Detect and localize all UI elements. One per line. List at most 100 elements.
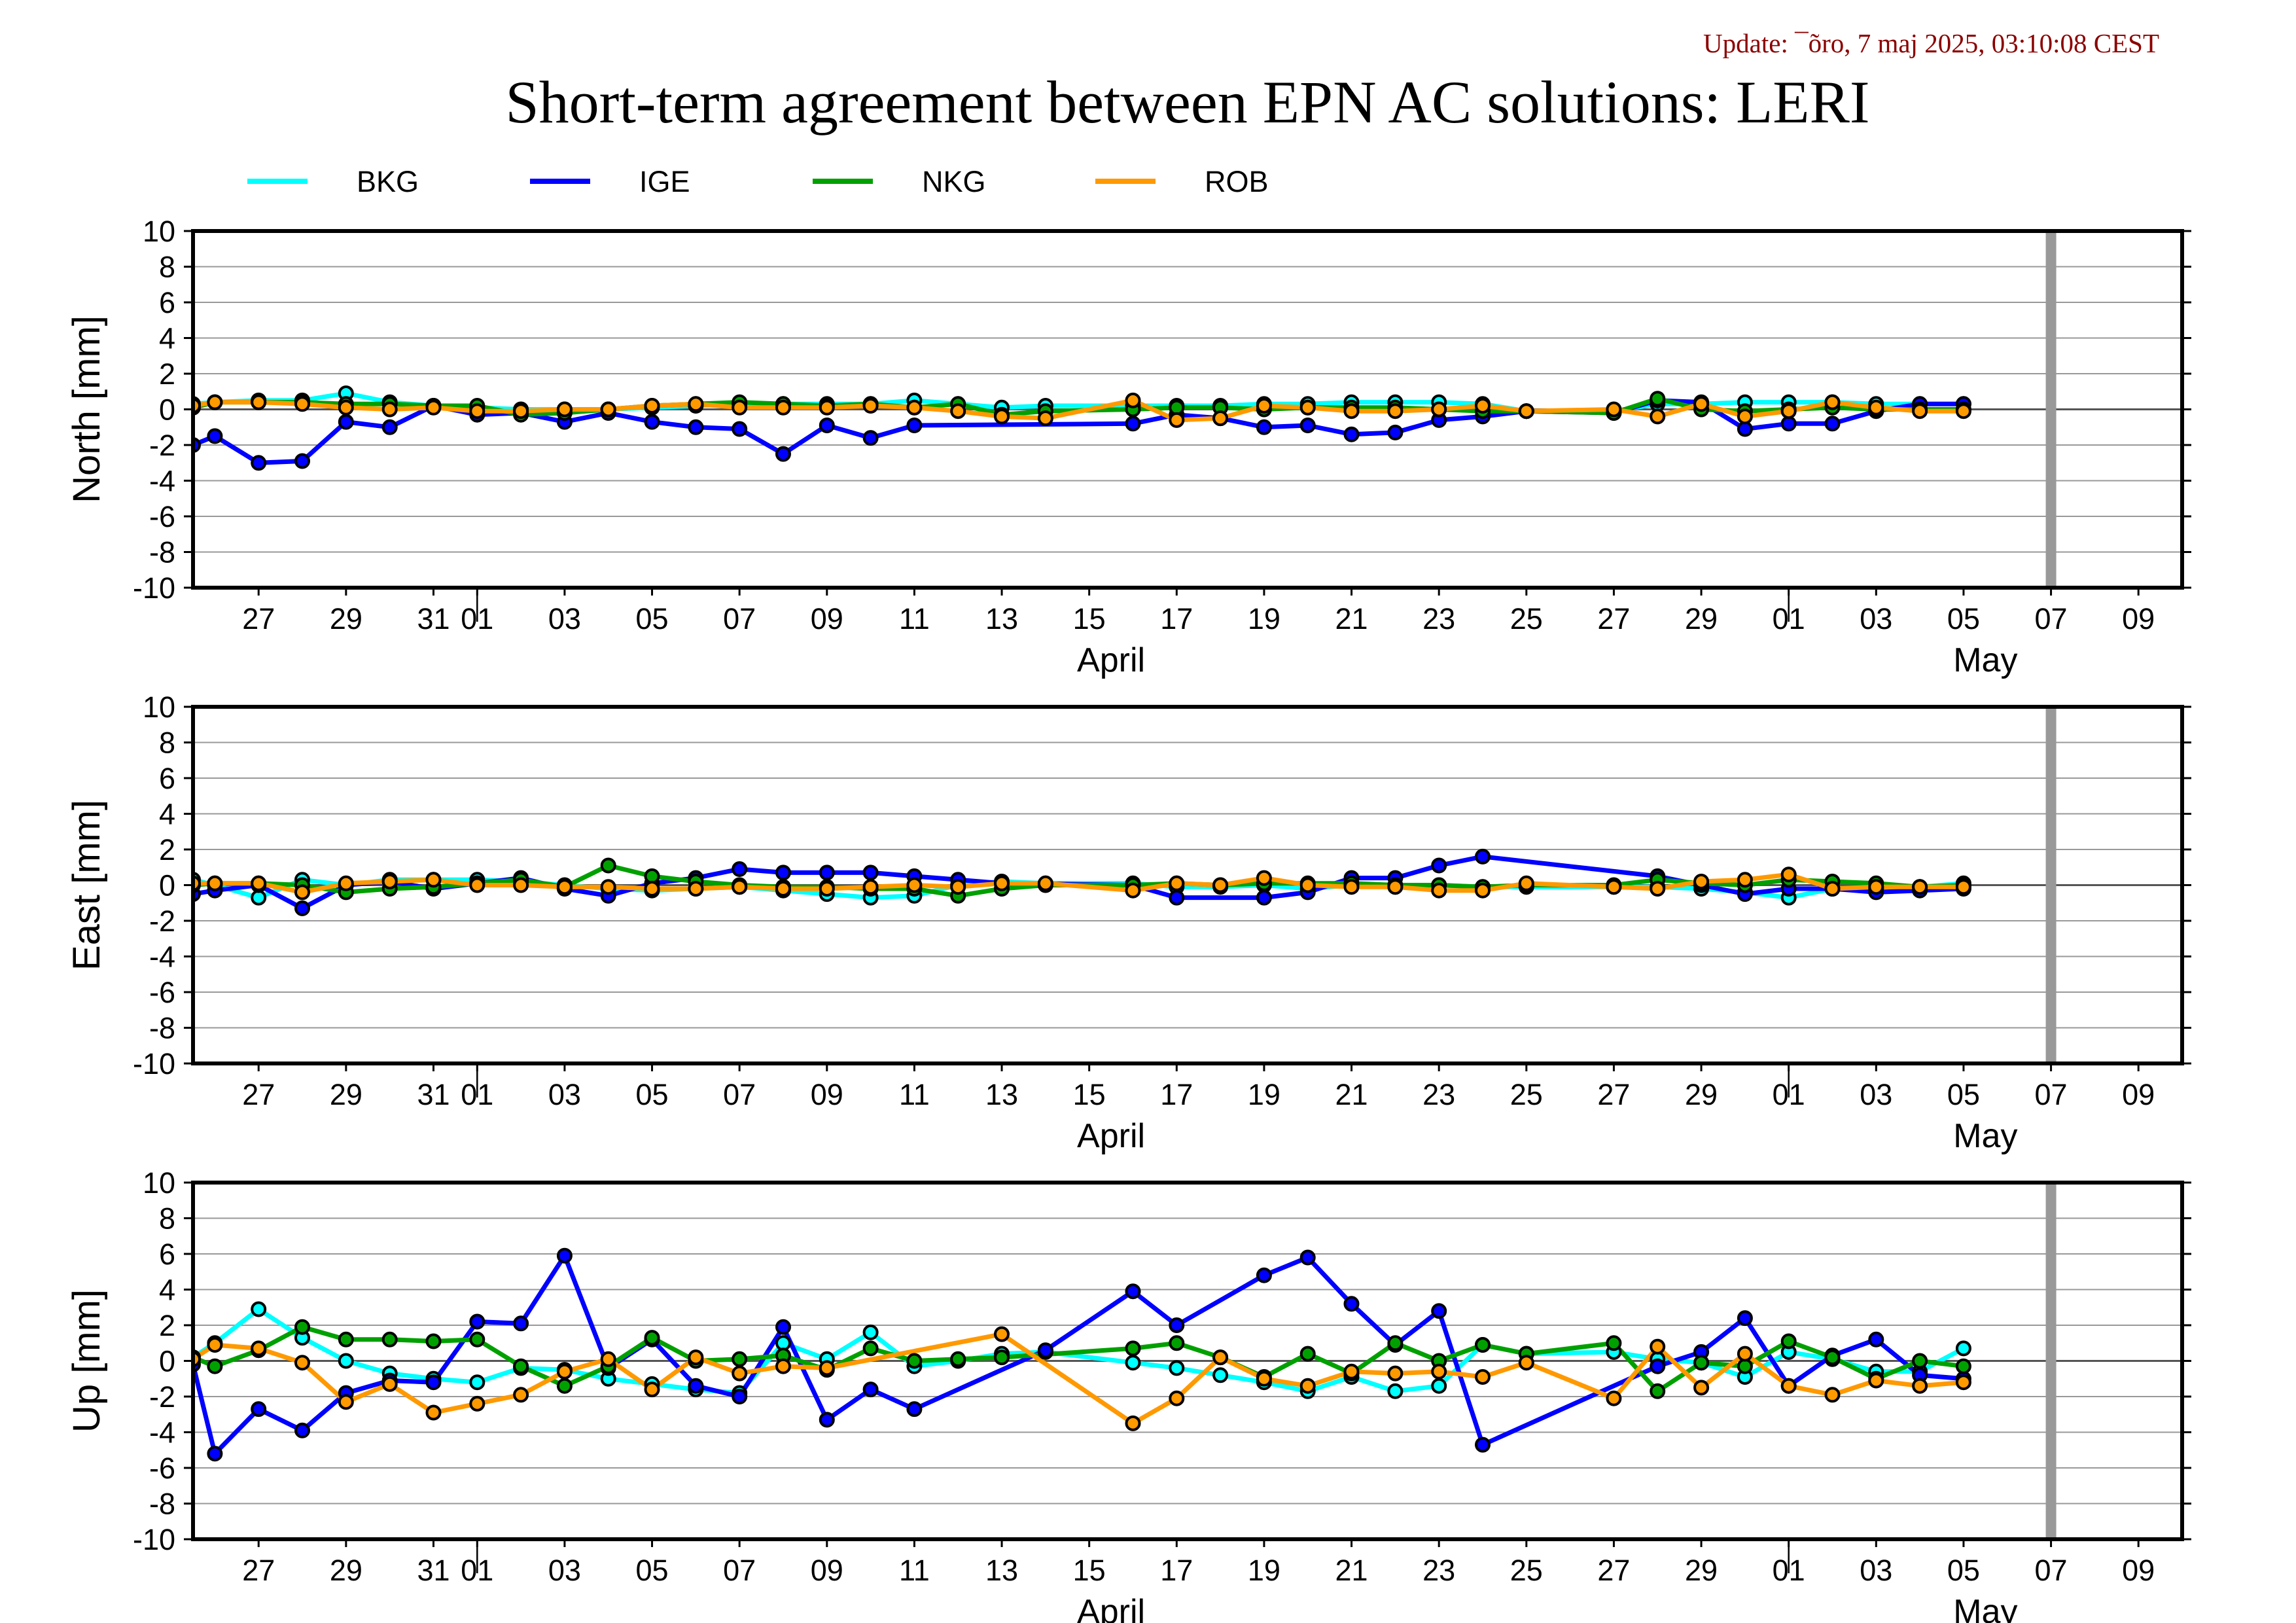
data-point-rob [513, 403, 529, 419]
data-point-ige [732, 861, 748, 877]
data-point-rob [644, 398, 660, 414]
y-tick-label: 10 [143, 1166, 175, 1200]
x-tick-label: 25 [1510, 1078, 1543, 1111]
data-point-rob [1693, 1380, 1710, 1396]
data-point-rob [906, 877, 923, 893]
data-point-rob [1868, 879, 1884, 895]
chart-title: Short-term agreement between EPN AC solu… [506, 69, 1870, 135]
data-point-rob [513, 877, 529, 893]
data-point-nkg [906, 1353, 923, 1369]
data-point-ige [862, 1382, 879, 1398]
month-label: May [1953, 641, 2017, 679]
month-label: April [1077, 641, 1145, 679]
x-tick-label: 05 [636, 1078, 669, 1111]
data-point-ige [644, 414, 660, 430]
data-point-nkg [1737, 1358, 1753, 1374]
x-tick-label: 27 [1597, 1554, 1630, 1587]
data-point-rob [469, 1395, 486, 1412]
y-tick-label: 2 [159, 1309, 175, 1342]
data-point-ige [1343, 1296, 1360, 1312]
today-marker [2045, 231, 2057, 588]
x-tick-label: 25 [1510, 1554, 1543, 1587]
data-point-nkg [469, 1331, 486, 1347]
data-point-rob [1037, 410, 1053, 427]
legend: BKG IGE NKG ROB [247, 165, 1269, 198]
x-tick-label: 09 [2122, 1078, 2155, 1111]
legend-label-rob: ROB [1205, 165, 1269, 198]
data-point-rob [775, 399, 791, 416]
month-label: May [1953, 1593, 2017, 1623]
data-point-ige [775, 865, 791, 881]
y-tick-label: 4 [159, 322, 175, 355]
data-point-ige [775, 446, 791, 462]
y-tick-label: -8 [149, 1012, 175, 1045]
data-point-nkg [644, 868, 660, 884]
data-point-rob [1912, 879, 1928, 895]
data-point-rob [644, 881, 660, 897]
data-point-rob [251, 394, 267, 410]
x-tick-label: 27 [242, 1078, 275, 1111]
data-point-rob [775, 881, 791, 897]
y-tick-label: -8 [149, 1488, 175, 1521]
x-tick-label: 29 [330, 1078, 362, 1111]
data-point-ige [1387, 424, 1404, 440]
data-point-ige [1737, 421, 1753, 437]
data-point-ige [207, 1446, 223, 1462]
data-point-rob [556, 879, 573, 895]
x-tick-label: 21 [1335, 602, 1368, 635]
x-tick-label: 13 [985, 1554, 1018, 1587]
y-tick-label: 8 [159, 726, 175, 760]
data-point-nkg [1650, 1383, 1666, 1399]
x-tick-label: 09 [2122, 602, 2155, 635]
data-point-ige [688, 419, 704, 435]
x-tick-label: 27 [242, 1554, 275, 1587]
y-tick-label: -6 [149, 976, 175, 1009]
x-tick-label: 09 [811, 602, 843, 635]
x-tick-label: 27 [1597, 602, 1630, 635]
data-point-bkg [1212, 1367, 1229, 1383]
data-point-nkg [1475, 1337, 1491, 1353]
data-point-bkg [1387, 1383, 1404, 1399]
data-point-rob [1125, 882, 1141, 899]
data-point-ige [1475, 1436, 1491, 1453]
y-tick-label: 0 [159, 1345, 175, 1378]
data-point-rob [1780, 1378, 1797, 1394]
data-point-rob [1606, 1390, 1622, 1406]
x-tick-label: 27 [242, 602, 275, 635]
data-point-ige [1169, 1317, 1185, 1333]
data-point-rob [688, 881, 704, 897]
y-tick-label: 0 [159, 393, 175, 427]
data-point-rob [819, 1360, 835, 1376]
data-point-nkg [425, 1333, 442, 1349]
y-axis-label: North [mm] [65, 315, 108, 503]
y-tick-label: -4 [149, 465, 175, 498]
x-tick-label: 03 [1860, 602, 1892, 635]
series-line-nkg [193, 396, 1964, 418]
data-point-ige [1824, 416, 1841, 432]
data-point-rob [425, 399, 442, 416]
data-point-rob [207, 875, 223, 891]
x-tick-label: 29 [1685, 1078, 1718, 1111]
y-tick-label: -10 [133, 571, 175, 605]
data-point-rob [775, 1358, 791, 1374]
data-point-rob [1824, 394, 1841, 410]
y-axis-label: East [mm] [65, 800, 108, 971]
x-tick-label: 29 [1685, 1554, 1718, 1587]
data-point-ige [1780, 416, 1797, 432]
x-tick-label: 29 [330, 1554, 362, 1587]
data-point-nkg [950, 1351, 966, 1367]
data-point-rob [1299, 399, 1316, 416]
data-point-nkg [862, 1340, 879, 1357]
series-line-rob [193, 1332, 1964, 1426]
data-point-nkg [1824, 1349, 1841, 1366]
data-point-ige [819, 418, 835, 433]
data-point-nkg [513, 1358, 529, 1374]
x-tick-label: 09 [2122, 1554, 2155, 1587]
legend-label-ige: IGE [639, 165, 690, 198]
data-point-rob [906, 399, 923, 416]
data-point-ige [1256, 419, 1272, 435]
data-point-rob [469, 403, 486, 419]
data-point-ige [688, 1378, 704, 1394]
